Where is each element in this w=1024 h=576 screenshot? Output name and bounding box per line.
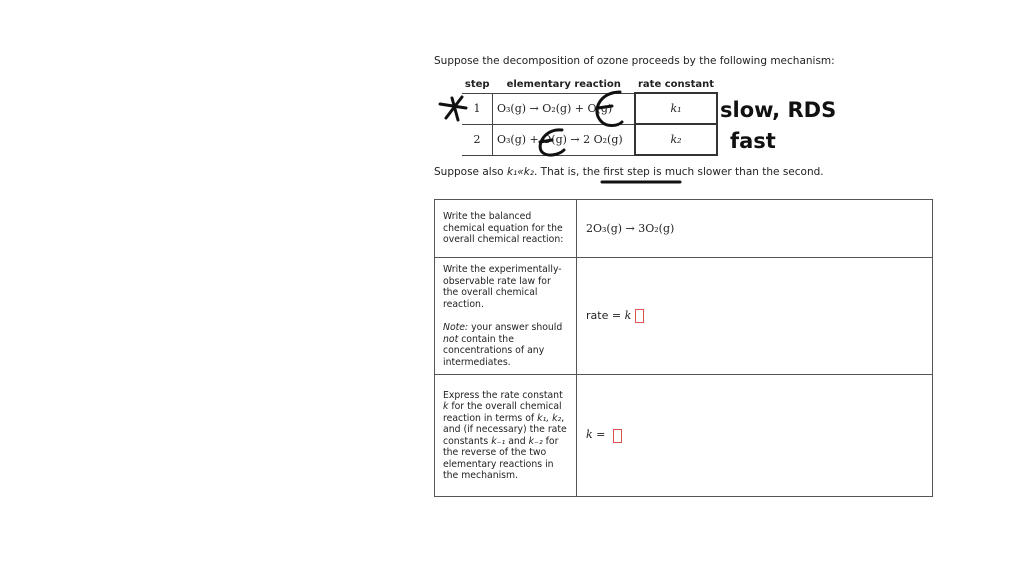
question-row: Write the experimentally-observable rate… xyxy=(434,257,933,375)
intro-text: Suppose the decomposition of ozone proce… xyxy=(434,55,835,67)
mechanism-table: step elementary reaction rate constant 1… xyxy=(462,79,718,156)
header-reaction: elementary reaction xyxy=(506,79,621,91)
question-row: Write the balanced chemical equation for… xyxy=(434,199,933,258)
answer-cell[interactable]: 2O₃(g) → 3O₂(g) xyxy=(576,199,933,258)
elementary-reaction: O₃(g) → O₂(g) + O(g) xyxy=(492,92,636,125)
rate-constant: k₂ xyxy=(634,123,718,156)
annotation-fast: fast xyxy=(730,129,776,153)
rate-constant: k₁ xyxy=(634,92,718,125)
question-table: Write the balanced chemical equation for… xyxy=(434,199,933,497)
answer-cell: k = xyxy=(576,374,933,497)
question-prompt: Write the experimentally-observable rate… xyxy=(434,257,577,375)
mechanism-row: 2 O₃(g) + O(g) → 2 O₂(g) k₂ xyxy=(462,123,718,156)
annotation-slow: slow, RDS xyxy=(720,98,836,122)
balanced-equation: 2O₃(g) → 3O₂(g) xyxy=(586,222,675,235)
assumption-text: Suppose also k₁«k₂. That is, the first s… xyxy=(434,166,824,178)
rate-relation: k₁«k₂ xyxy=(506,166,534,178)
mechanism-row: 1 O₃(g) → O₂(g) + O(g) k₁ xyxy=(462,92,718,125)
header-rate-constant: rate constant xyxy=(637,79,715,90)
rate-constant-input[interactable] xyxy=(612,428,622,443)
note: Note: your answer should not contain the… xyxy=(443,322,563,368)
question-row: Express the rate constant k for the over… xyxy=(434,374,933,497)
question-prompt: Express the rate constant k for the over… xyxy=(434,374,577,497)
rate-law-input[interactable] xyxy=(635,309,645,324)
answer-cell: rate = k xyxy=(576,257,933,375)
header-step: step xyxy=(464,79,490,91)
question-prompt: Write the balanced chemical equation for… xyxy=(434,199,577,258)
step-number: 2 xyxy=(462,123,493,156)
step-number: 1 xyxy=(462,92,493,125)
elementary-reaction: O₃(g) + O(g) → 2 O₂(g) xyxy=(492,123,636,156)
